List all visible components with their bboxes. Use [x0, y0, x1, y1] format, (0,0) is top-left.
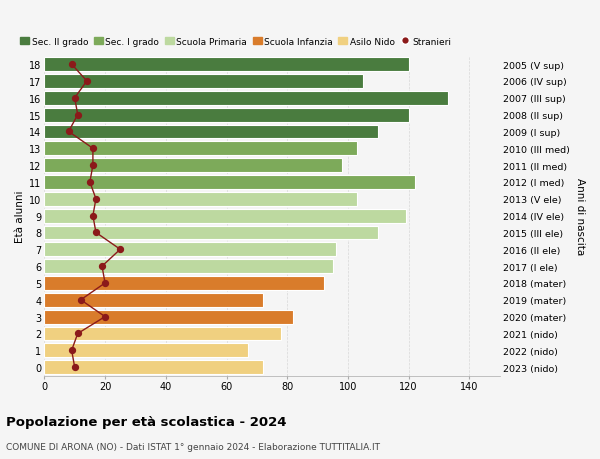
Point — [70, 95, 79, 102]
Point — [88, 213, 98, 220]
Bar — [44, 260, 333, 274]
Y-axis label: Età alunni: Età alunni — [15, 190, 25, 242]
Bar — [44, 327, 281, 341]
Bar — [44, 344, 248, 358]
Bar — [44, 125, 379, 139]
Point — [70, 364, 79, 371]
Point — [73, 112, 83, 119]
Point — [76, 297, 86, 304]
Point — [100, 313, 110, 320]
Bar — [44, 142, 357, 156]
Point — [88, 146, 98, 153]
Point — [91, 196, 101, 203]
Y-axis label: Anni di nascita: Anni di nascita — [575, 178, 585, 255]
Point — [67, 347, 76, 354]
Bar — [44, 108, 409, 122]
Text: Popolazione per età scolastica - 2024: Popolazione per età scolastica - 2024 — [6, 415, 287, 428]
Text: COMUNE DI ARONA (NO) - Dati ISTAT 1° gennaio 2024 - Elaborazione TUTTITALIA.IT: COMUNE DI ARONA (NO) - Dati ISTAT 1° gen… — [6, 442, 380, 451]
Bar — [44, 226, 379, 240]
Bar — [44, 310, 293, 324]
Bar — [44, 176, 415, 190]
Point — [67, 62, 76, 69]
Bar — [44, 293, 263, 307]
Legend: Sec. II grado, Sec. I grado, Scuola Primaria, Scuola Infanzia, Asilo Nido, Stran: Sec. II grado, Sec. I grado, Scuola Prim… — [16, 34, 455, 50]
Bar — [44, 58, 409, 72]
Bar — [44, 92, 448, 106]
Bar — [44, 192, 357, 206]
Point — [82, 78, 92, 85]
Point — [100, 280, 110, 287]
Point — [115, 246, 125, 253]
Point — [85, 179, 95, 186]
Point — [88, 162, 98, 169]
Bar — [44, 276, 323, 290]
Point — [73, 330, 83, 337]
Point — [64, 129, 73, 136]
Bar — [44, 159, 342, 173]
Bar — [44, 75, 363, 89]
Bar — [44, 360, 263, 374]
Bar — [44, 209, 406, 223]
Bar — [44, 243, 336, 257]
Point — [91, 230, 101, 237]
Point — [97, 263, 107, 270]
